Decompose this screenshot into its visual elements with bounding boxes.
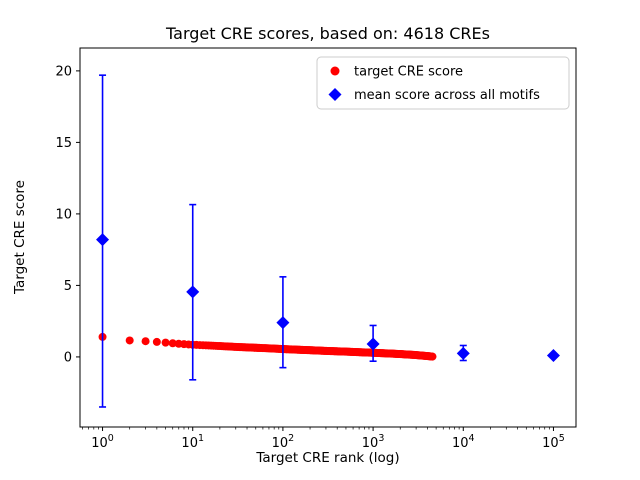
red-score-point xyxy=(161,338,170,347)
x-tick-label: 103 xyxy=(362,433,385,451)
x-tick-label: 100 xyxy=(91,433,114,451)
y-tick-label: 0 xyxy=(64,350,72,365)
legend-label-target-score: target CRE score xyxy=(354,65,463,80)
blue-mean-diamond xyxy=(276,316,290,330)
blue-mean-diamond xyxy=(366,337,380,351)
legend-box xyxy=(316,56,570,110)
y-tick-label: 5 xyxy=(64,279,72,294)
x-tick-label: 104 xyxy=(452,433,475,451)
plot-area: 100 101 102 103 104 105 0 5 10 15 20 xyxy=(55,64,564,451)
legend-circle-marker-icon xyxy=(330,66,340,76)
blue-mean-diamond xyxy=(546,348,560,362)
y-tick-label: 20 xyxy=(55,64,72,79)
plot-border xyxy=(79,47,577,428)
y-tick-label: 15 xyxy=(55,136,72,151)
chart-title: Target CRE scores, based on: 4618 CREs xyxy=(165,24,490,43)
y-axis-label: Target CRE score xyxy=(12,180,28,295)
x-tick-label: 102 xyxy=(272,433,295,451)
red-score-point xyxy=(168,339,177,348)
red-score-point xyxy=(428,352,437,361)
legend-label-mean-score: mean score across all motifs xyxy=(354,88,540,103)
blue-mean-diamond xyxy=(456,346,470,360)
blue-mean-diamond xyxy=(186,285,200,299)
x-axis-label: Target CRE rank (log) xyxy=(255,450,399,466)
y-tick-label: 10 xyxy=(55,207,72,222)
red-score-point xyxy=(152,337,161,346)
legend: target CRE score mean score across all m… xyxy=(316,56,570,110)
blue-mean-diamond xyxy=(96,233,110,247)
red-score-point xyxy=(125,336,134,345)
legend-diamond-marker-icon xyxy=(328,88,342,101)
x-tick-label: 105 xyxy=(542,433,565,451)
x-tick-label: 101 xyxy=(181,433,204,451)
red-score-point xyxy=(141,337,150,346)
